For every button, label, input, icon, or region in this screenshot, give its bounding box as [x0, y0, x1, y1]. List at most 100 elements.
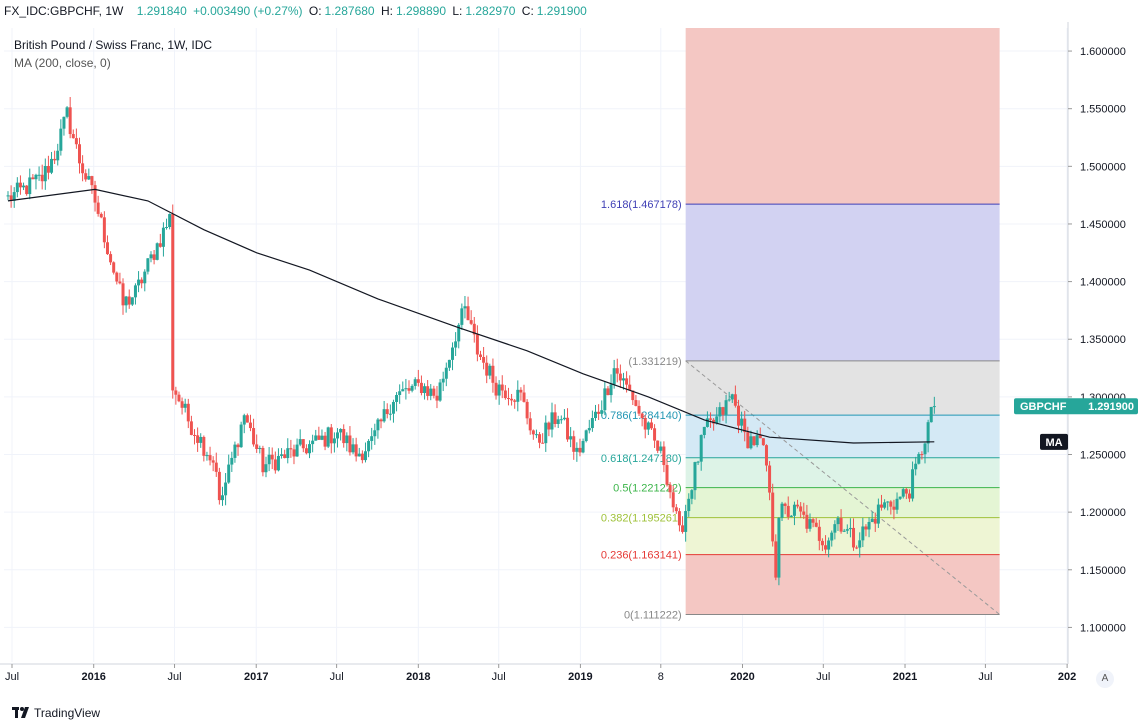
candle-body	[118, 281, 122, 284]
close-value: 1.291900	[536, 4, 587, 18]
candle-body	[665, 465, 669, 485]
candle-body	[165, 227, 169, 229]
candle-body	[833, 524, 837, 533]
auto-scale-button[interactable]: A	[1096, 670, 1114, 688]
candle-body	[391, 401, 395, 414]
candle-body	[646, 422, 650, 430]
candle-body	[360, 453, 364, 461]
candle-body	[457, 324, 461, 342]
fib-level-label: 0.382(1.195261)	[601, 513, 682, 525]
candle-body	[388, 413, 392, 415]
symbol-label[interactable]: FX_IDC:GBPCHF, 1W	[4, 4, 124, 18]
candle-body	[594, 411, 598, 419]
tradingview-logo[interactable]: TradingView	[12, 706, 100, 720]
candle-body	[777, 517, 781, 578]
candle-body	[519, 389, 523, 393]
candle-body	[736, 405, 740, 426]
candle-body	[643, 418, 647, 430]
candle-body	[500, 384, 504, 391]
candle-body	[911, 469, 915, 499]
candle-body	[53, 158, 57, 161]
candle-body	[848, 527, 852, 530]
candle-body	[130, 297, 134, 305]
candle-body	[842, 530, 846, 532]
candle-body	[87, 176, 91, 180]
candle-body	[50, 158, 54, 173]
tradingview-brand: TradingView	[34, 706, 101, 720]
candle-body	[796, 504, 800, 507]
candle-body	[370, 436, 374, 441]
candle-body	[460, 308, 464, 325]
candle-body	[137, 279, 141, 286]
candle-body	[363, 451, 367, 461]
candle-body	[304, 448, 308, 454]
candle-body	[74, 138, 78, 145]
candle-body	[687, 498, 691, 512]
candle-body	[158, 243, 162, 247]
candle-body	[864, 526, 868, 530]
close-label: C:	[521, 4, 534, 18]
candle-body	[109, 254, 113, 263]
candle-body	[677, 511, 681, 526]
candle-body	[93, 185, 97, 203]
candle-body	[301, 439, 305, 449]
fibonacci-zones	[685, 28, 1000, 615]
candle-body	[186, 403, 190, 422]
fib-zone	[685, 204, 1000, 361]
candle-body	[923, 443, 927, 455]
candle-body	[25, 185, 29, 195]
price-tick-label: 1.250000	[1080, 450, 1126, 462]
candle-body	[99, 213, 103, 218]
candle-body	[553, 412, 557, 424]
candle-body	[217, 471, 221, 501]
candle-body	[550, 412, 554, 430]
candle-body	[451, 347, 455, 360]
candle-body	[90, 176, 94, 186]
candle-body	[31, 177, 35, 180]
candle-body	[345, 435, 349, 444]
ma-legend[interactable]: MA (200, close, 0)	[14, 56, 111, 70]
candle-body	[802, 511, 806, 515]
candle-body	[211, 460, 215, 463]
candle-body	[292, 449, 296, 457]
candle-body	[438, 382, 442, 401]
candle-body	[718, 407, 722, 417]
candle-body	[876, 504, 880, 524]
candle-body	[668, 484, 672, 493]
candle-body	[180, 401, 184, 408]
candle-body	[115, 272, 119, 282]
candle-body	[264, 464, 268, 473]
footer: TradingView	[0, 700, 1141, 728]
price-chart[interactable]: 1.618(1.467178)(1.331219)0.786(1.284140)…	[0, 22, 1141, 700]
candle-body	[317, 435, 321, 440]
candle-body	[740, 418, 744, 426]
candle-body	[59, 128, 63, 151]
candle-body	[214, 462, 218, 472]
candle-body	[478, 354, 482, 357]
candle-body	[516, 389, 520, 402]
candle-body	[230, 457, 234, 465]
fib-level-label: 0(1.111222)	[624, 609, 682, 621]
candle-body	[385, 409, 389, 415]
fib-zone-top	[685, 28, 1000, 205]
candle-body	[202, 436, 206, 456]
candle-body	[354, 444, 358, 457]
candle-body	[569, 436, 573, 440]
candle-body	[28, 177, 32, 195]
candle-body	[827, 540, 831, 550]
candle-body	[308, 444, 312, 454]
candle-body	[566, 417, 570, 440]
candle-body	[429, 388, 433, 396]
candle-body	[404, 388, 408, 390]
candle-body	[528, 418, 532, 431]
candle-body	[606, 388, 610, 396]
candle-body	[702, 426, 706, 435]
candle-body	[783, 503, 787, 506]
ma-badge-label: MA	[1045, 437, 1062, 449]
candle-body	[332, 438, 336, 444]
fib-level-label: 0.5(1.221222)	[613, 483, 682, 495]
candle-body	[662, 446, 666, 466]
candle-body	[814, 522, 818, 527]
price-tick-label: 1.150000	[1080, 565, 1126, 577]
candle-body	[6, 195, 10, 197]
